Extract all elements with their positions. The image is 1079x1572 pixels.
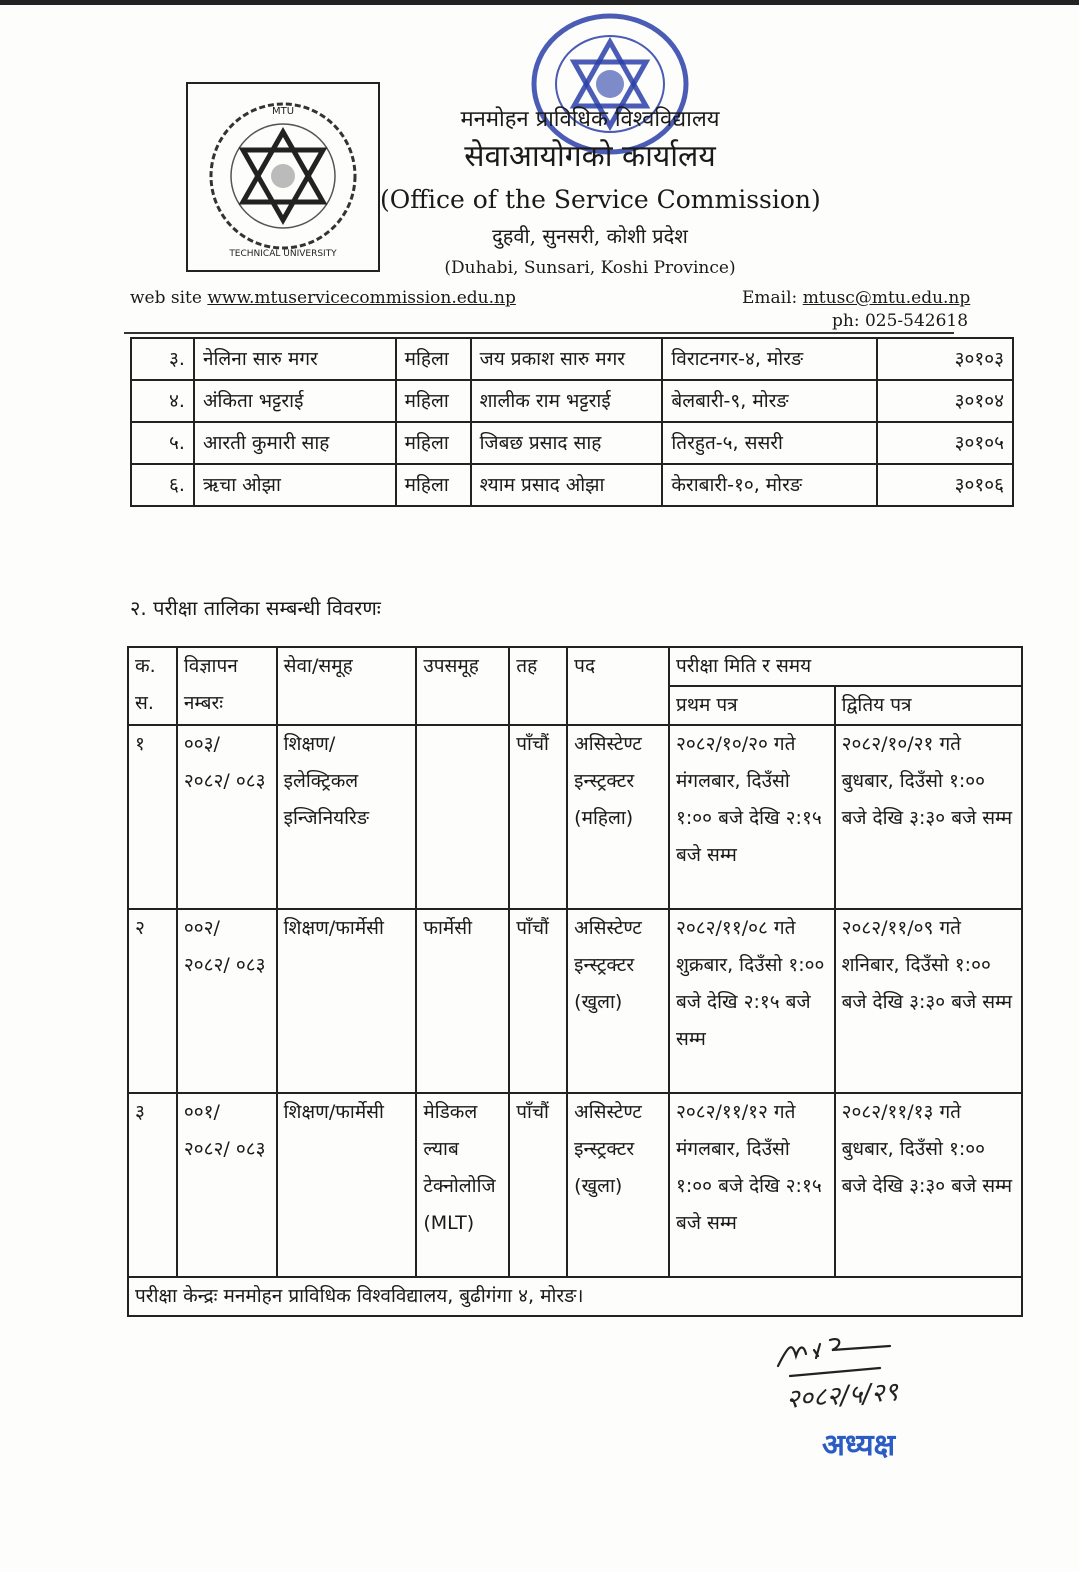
header-ad-number: विज्ञापन नम्बरः xyxy=(175,646,278,726)
candidate-row: ६. ऋचा ओझा महिला श्याम प्रसाद ओझा केराबारी-१… xyxy=(130,463,1014,507)
gender: महिला xyxy=(394,379,472,423)
address-nepali: दुहवी, सुनसरी, कोशी प्रदेश xyxy=(492,224,688,248)
header-row-2: प्रथम पत्र द्वितिय पत्र xyxy=(128,685,1024,726)
candidate-row: ३. नेलिना सारु मगर महिला जय प्रकाश सारु मगर… xyxy=(130,337,1014,381)
header-paper-2: द्वितिय पत्र xyxy=(833,685,1024,726)
serial-number: २ xyxy=(127,908,178,1094)
ad-number: ००३/ २०८२/ ०८३ xyxy=(175,724,278,910)
university-logo: MTU TECHNICAL UNIVERSITY xyxy=(186,82,380,272)
logo-seal-icon: MTU TECHNICAL UNIVERSITY xyxy=(209,102,357,259)
candidate-row: ५. आरती कुमारी साह महिला जिबछ प्रसाद साह तिर… xyxy=(130,421,1014,465)
email-link[interactable]: mtusc@mtu.edu.np xyxy=(802,288,971,308)
paper-1-schedule: २०८२/११/१२ गते मंगलबार, दिउँसो १:०० बजे … xyxy=(668,1092,836,1278)
subgroup xyxy=(415,724,511,910)
address: बेलबारी-९, मोरङ xyxy=(661,379,879,423)
schedule-row: १ ००३/ २०८२/ ०८३ शिक्षण/ इलेक्ट्रिकल इन्जि… xyxy=(127,724,1024,910)
office-name-english: (Office of the Service Commission) xyxy=(380,185,821,214)
candidate-name: अंकिता भट्टराई xyxy=(192,379,397,423)
serial-number: ५. xyxy=(130,421,195,465)
candidate-name: आरती कुमारी साह xyxy=(192,421,397,465)
serial-number: ३ xyxy=(127,1092,178,1278)
paper-1-schedule: २०८२/११/०८ गते शुक्रबार, दिउँसो १:०० बजे… xyxy=(668,908,836,1094)
header-sn: क. स. xyxy=(127,646,178,726)
header-level: तह xyxy=(508,646,569,726)
subgroup: फार्मेसी xyxy=(415,908,511,1094)
level: पाँचौं xyxy=(508,1092,569,1278)
candidate-name: नेलिना सारु मगर xyxy=(192,337,397,381)
section-2-title: २. परीक्षा तालिका सम्बन्धी विवरणः xyxy=(130,596,381,620)
address-english: (Duhabi, Sunsari, Koshi Province) xyxy=(444,258,736,278)
svg-text:TECHNICAL UNIVERSITY: TECHNICAL UNIVERSITY xyxy=(228,249,337,259)
service-group: शिक्षण/फार्मेसी xyxy=(275,908,418,1094)
gender: महिला xyxy=(394,337,472,381)
post: असिस्टेण्ट इन्स्ट्रक्टर (खुला) xyxy=(566,908,671,1094)
header-service: सेवा/समूह xyxy=(275,646,418,726)
parent-name: जय प्रकाश सारु मगर xyxy=(469,337,664,381)
subgroup: मेडिकल ल्याब टेक्नोलोजि (MLT) xyxy=(415,1092,511,1278)
header-row-1: क. स. विज्ञापन नम्बरः सेवा/समूह उपसमूह तह … xyxy=(127,646,1023,726)
email-label: Email: xyxy=(742,288,798,308)
ad-number: ००२/ २०८२/ ०८३ xyxy=(175,908,278,1094)
parent-name: श्याम प्रसाद ओझा xyxy=(469,463,664,507)
header-subgroup: उपसमूह xyxy=(415,646,511,726)
header-sn-line-2: स. xyxy=(135,692,154,714)
header-ad-line-2: नम्बरः xyxy=(183,692,224,714)
exam-schedule-table: क. स. विज्ञापन नम्बरः सेवा/समूह उपसमूह तह … xyxy=(127,646,1024,1317)
address: विराटनगर-४, मोरङ xyxy=(661,337,879,381)
header-post: पद xyxy=(566,646,671,726)
chairperson-stamp: अध्यक्ष xyxy=(822,1428,896,1463)
roll-number: ३०१०५ xyxy=(876,421,1014,465)
address: केराबारी-१०, मोरङ xyxy=(661,463,879,507)
phone: ph: 025-542618 xyxy=(832,311,969,331)
top-border xyxy=(0,0,1079,5)
post: असिस्टेण्ट इन्स्ट्रक्टर (खुला) xyxy=(566,1092,671,1278)
serial-number: १ xyxy=(127,724,178,910)
header-ad-line-1: विज्ञापन xyxy=(183,655,238,677)
parent-name: जिबछ प्रसाद साह xyxy=(469,421,664,465)
serial-number: ६. xyxy=(130,463,195,507)
candidate-table: ३. नेलिना सारु मगर महिला जय प्रकाश सारु मगर… xyxy=(130,337,1014,507)
signature xyxy=(776,1338,892,1378)
roll-number: ३०१०३ xyxy=(876,337,1014,381)
ad-number: ००१/ २०८२/ ०८३ xyxy=(175,1092,278,1278)
gender: महिला xyxy=(394,421,472,465)
university-name: मनमोहन प्राविधिक विश्वविद्यालय xyxy=(460,107,720,132)
post: असिस्टेण्ट इन्स्ट्रक्टर (महिला) xyxy=(566,724,671,910)
website-label: web site xyxy=(130,288,202,308)
header-exam-date: परीक्षा मिति र समय xyxy=(668,646,1023,687)
service-group: शिक्षण/ इलेक्ट्रिकल इन्जिनियरिङ xyxy=(275,724,418,910)
svg-text:MTU: MTU xyxy=(272,106,294,117)
paper-2-schedule: २०८२/११/०९ गते शनिबार, दिउँसो १:०० बजे द… xyxy=(833,908,1024,1094)
website: web site www.mtuservicecommission.edu.np xyxy=(130,287,516,309)
gender: महिला xyxy=(394,463,472,507)
office-name: सेवाआयोगको कार्यालय xyxy=(464,139,716,174)
email: Email: mtusc@mtu.edu.np xyxy=(742,287,970,309)
exam-center-row: परीक्षा केन्द्रः मनमोहन प्राविधिक विश्वव… xyxy=(127,1276,1023,1317)
paper-2-schedule: २०८२/१०/२१ गते बुधबार, दिउँसो १:०० बजे द… xyxy=(833,724,1024,910)
exam-center: परीक्षा केन्द्रः मनमोहन प्राविधिक विश्वव… xyxy=(127,1276,1023,1317)
roll-number: ३०१०६ xyxy=(876,463,1014,507)
paper-1-schedule: २०८२/१०/२० गते मंगलबार, दिउँसो १:०० बजे … xyxy=(668,724,836,910)
header-divider xyxy=(124,332,954,334)
level: पाँचौं xyxy=(508,908,569,1094)
address: तिरहुत-५, ससरी xyxy=(661,421,879,465)
paper-2-schedule: २०८२/११/१३ गते बुधबार, दिउँसो १:०० बजे द… xyxy=(833,1092,1024,1278)
official-seal-stamp xyxy=(531,13,689,155)
roll-number: ३०१०४ xyxy=(876,379,1014,423)
signature-date: २०८२/५/२९ xyxy=(785,1377,900,1415)
service-group: शिक्षण/फार्मेसी xyxy=(275,1092,418,1278)
serial-number: ४. xyxy=(130,379,195,423)
serial-number: ३. xyxy=(130,337,195,381)
header-paper-1: प्रथम पत्र xyxy=(668,685,836,726)
schedule-row: २ ००२/ २०८२/ ०८३ शिक्षण/फार्मेसी फार्मेसी पा… xyxy=(127,908,1024,1094)
schedule-row: ३ ००१/ २०८२/ ०८३ शिक्षण/फार्मेसी मेडिकल ल्य… xyxy=(127,1092,1024,1278)
website-link[interactable]: www.mtuservicecommission.edu.np xyxy=(207,288,516,308)
candidate-row: ४. अंकिता भट्टराई महिला शालीक राम भट्टराई बे… xyxy=(130,379,1014,423)
header-sn-line-1: क. xyxy=(135,655,156,677)
level: पाँचौं xyxy=(508,724,569,910)
candidate-name: ऋचा ओझा xyxy=(192,463,397,507)
parent-name: शालीक राम भट्टराई xyxy=(469,379,664,423)
